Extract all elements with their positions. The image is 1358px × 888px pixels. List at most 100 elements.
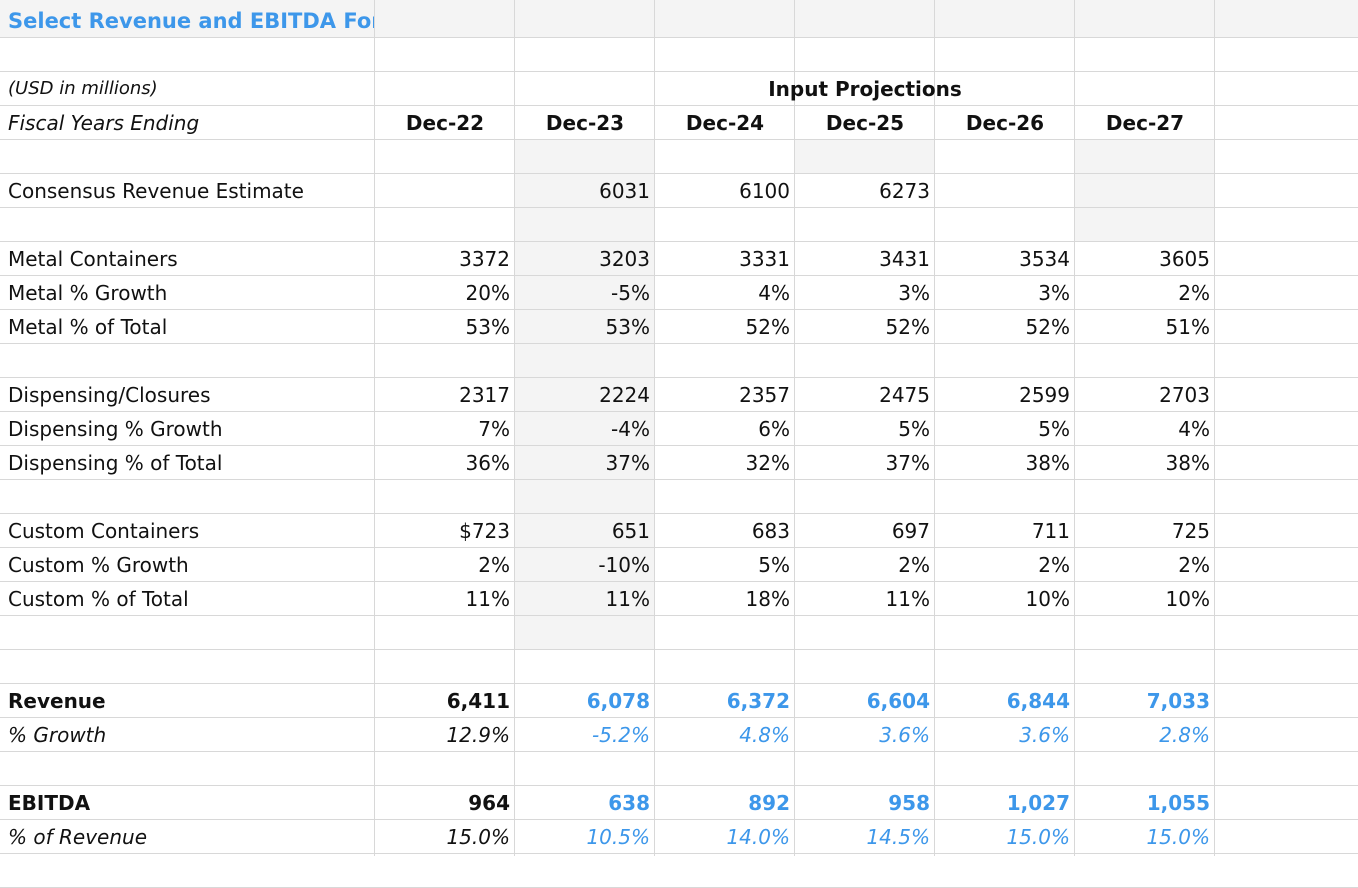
value-cell[interactable]: 38% [1165, 451, 1210, 475]
value-cell[interactable]: 3203 [599, 247, 650, 271]
year-header[interactable]: Dec-24 [685, 111, 765, 135]
value-cell[interactable]: 37% [885, 451, 930, 475]
value-cell[interactable]: 651 [611, 519, 650, 543]
value-cell[interactable]: 3.6% [1019, 723, 1070, 747]
year-header[interactable]: Dec-25 [825, 111, 905, 135]
value-cell[interactable]: 6,604 [866, 689, 930, 713]
value-cell[interactable]: 711 [1031, 519, 1070, 543]
value-cell[interactable]: 10.5% [586, 825, 650, 849]
value-cell[interactable]: 1,055 [1146, 791, 1210, 815]
value-cell[interactable]: 37% [605, 451, 650, 475]
value-cell[interactable]: 683 [751, 519, 790, 543]
value-cell[interactable]: 11% [605, 587, 650, 611]
year-header[interactable]: Dec-23 [545, 111, 625, 135]
value-cell[interactable]: 2475 [879, 383, 930, 407]
value-cell[interactable]: 6100 [739, 179, 790, 203]
value-cell[interactable]: 2357 [739, 383, 790, 407]
value-cell[interactable]: 11% [465, 587, 510, 611]
value-cell[interactable]: 2317 [459, 383, 510, 407]
value-cell[interactable]: 15.0% [1006, 825, 1070, 849]
value-cell[interactable]: 2% [1178, 281, 1210, 305]
row-label[interactable]: EBITDA [8, 791, 91, 815]
value-cell[interactable]: 52% [745, 315, 790, 339]
value-cell[interactable]: 18% [745, 587, 790, 611]
value-cell[interactable]: 53% [605, 315, 650, 339]
value-cell[interactable]: 964 [468, 791, 510, 815]
value-cell[interactable]: 2599 [1019, 383, 1070, 407]
row-label[interactable]: Dispensing % Growth [8, 417, 223, 441]
value-cell[interactable]: 15.0% [446, 825, 510, 849]
value-cell[interactable]: 5% [898, 417, 930, 441]
value-cell[interactable]: 53% [465, 315, 510, 339]
row-label[interactable]: Dispensing/Closures [8, 383, 211, 407]
value-cell[interactable]: 14.5% [866, 825, 930, 849]
row-label[interactable]: Metal % of Total [8, 315, 168, 339]
value-cell[interactable]: -4% [611, 417, 650, 441]
value-cell[interactable]: 958 [888, 791, 930, 815]
value-cell[interactable]: 2% [1038, 553, 1070, 577]
value-cell[interactable]: 52% [885, 315, 930, 339]
row-label[interactable]: Custom Containers [8, 519, 200, 543]
value-cell[interactable]: 5% [1038, 417, 1070, 441]
value-cell[interactable]: 10% [1165, 587, 1210, 611]
value-cell[interactable]: 14.0% [726, 825, 790, 849]
value-cell[interactable]: 52% [1025, 315, 1070, 339]
value-cell[interactable]: 7,033 [1146, 689, 1210, 713]
value-cell[interactable]: 6,844 [1006, 689, 1070, 713]
sheet-title[interactable]: Select Revenue and EBITDA Forecast [8, 9, 374, 33]
value-cell[interactable]: 3534 [1019, 247, 1070, 271]
value-cell[interactable]: 3% [898, 281, 930, 305]
value-cell[interactable]: 892 [748, 791, 790, 815]
value-cell[interactable]: 3.6% [879, 723, 930, 747]
value-cell[interactable]: 7% [478, 417, 510, 441]
value-cell[interactable]: 10% [1025, 587, 1070, 611]
value-cell[interactable]: 4% [758, 281, 790, 305]
value-cell[interactable]: 6031 [599, 179, 650, 203]
value-cell[interactable]: 38% [1025, 451, 1070, 475]
fiscal-label[interactable]: Fiscal Years Ending [8, 111, 200, 135]
value-cell[interactable]: 2% [478, 553, 510, 577]
value-cell[interactable]: 6273 [879, 179, 930, 203]
row-label[interactable]: Dispensing % of Total [8, 451, 223, 475]
value-cell[interactable]: 6,078 [586, 689, 650, 713]
value-cell[interactable]: 2703 [1159, 383, 1210, 407]
row-label[interactable]: Revenue [8, 689, 106, 713]
value-cell[interactable]: 3605 [1159, 247, 1210, 271]
row-label[interactable]: % of Revenue [8, 825, 147, 849]
value-cell[interactable]: 51% [1165, 315, 1210, 339]
value-cell[interactable]: 3% [1038, 281, 1070, 305]
row-label[interactable]: % Growth [8, 723, 107, 747]
value-cell[interactable]: 6,372 [726, 689, 790, 713]
value-cell[interactable]: 11% [885, 587, 930, 611]
value-cell[interactable]: -5.2% [591, 723, 650, 747]
value-cell[interactable]: 3431 [879, 247, 930, 271]
value-cell[interactable]: 15.0% [1146, 825, 1210, 849]
value-cell[interactable]: 4.8% [739, 723, 790, 747]
value-cell[interactable]: 725 [1171, 519, 1210, 543]
value-cell[interactable]: 4% [1178, 417, 1210, 441]
row-label[interactable]: Metal % Growth [8, 281, 168, 305]
value-cell[interactable]: 2224 [599, 383, 650, 407]
year-header[interactable]: Dec-26 [965, 111, 1045, 135]
row-label[interactable]: Custom % of Total [8, 587, 189, 611]
value-cell[interactable]: 2.8% [1159, 723, 1210, 747]
value-cell[interactable]: 2% [898, 553, 930, 577]
year-header[interactable]: Dec-22 [405, 111, 485, 135]
row-label[interactable]: Custom % Growth [8, 553, 189, 577]
value-cell[interactable]: 1,027 [1006, 791, 1070, 815]
value-cell[interactable]: 5% [758, 553, 790, 577]
value-cell[interactable]: 638 [608, 791, 650, 815]
value-cell[interactable]: -5% [611, 281, 650, 305]
row-label[interactable]: Metal Containers [8, 247, 178, 271]
value-cell[interactable]: 3331 [739, 247, 790, 271]
value-cell[interactable]: $723 [459, 519, 510, 543]
units-label[interactable]: (USD in millions) [8, 78, 158, 99]
value-cell[interactable]: 2% [1178, 553, 1210, 577]
value-cell[interactable]: 6,411 [446, 689, 510, 713]
value-cell[interactable]: 6% [758, 417, 790, 441]
value-cell[interactable]: 12.9% [446, 723, 510, 747]
value-cell[interactable]: 36% [465, 451, 510, 475]
value-cell[interactable]: 3372 [459, 247, 510, 271]
year-header[interactable]: Dec-27 [1105, 111, 1185, 135]
projection-header[interactable]: Input Projections [768, 77, 962, 101]
